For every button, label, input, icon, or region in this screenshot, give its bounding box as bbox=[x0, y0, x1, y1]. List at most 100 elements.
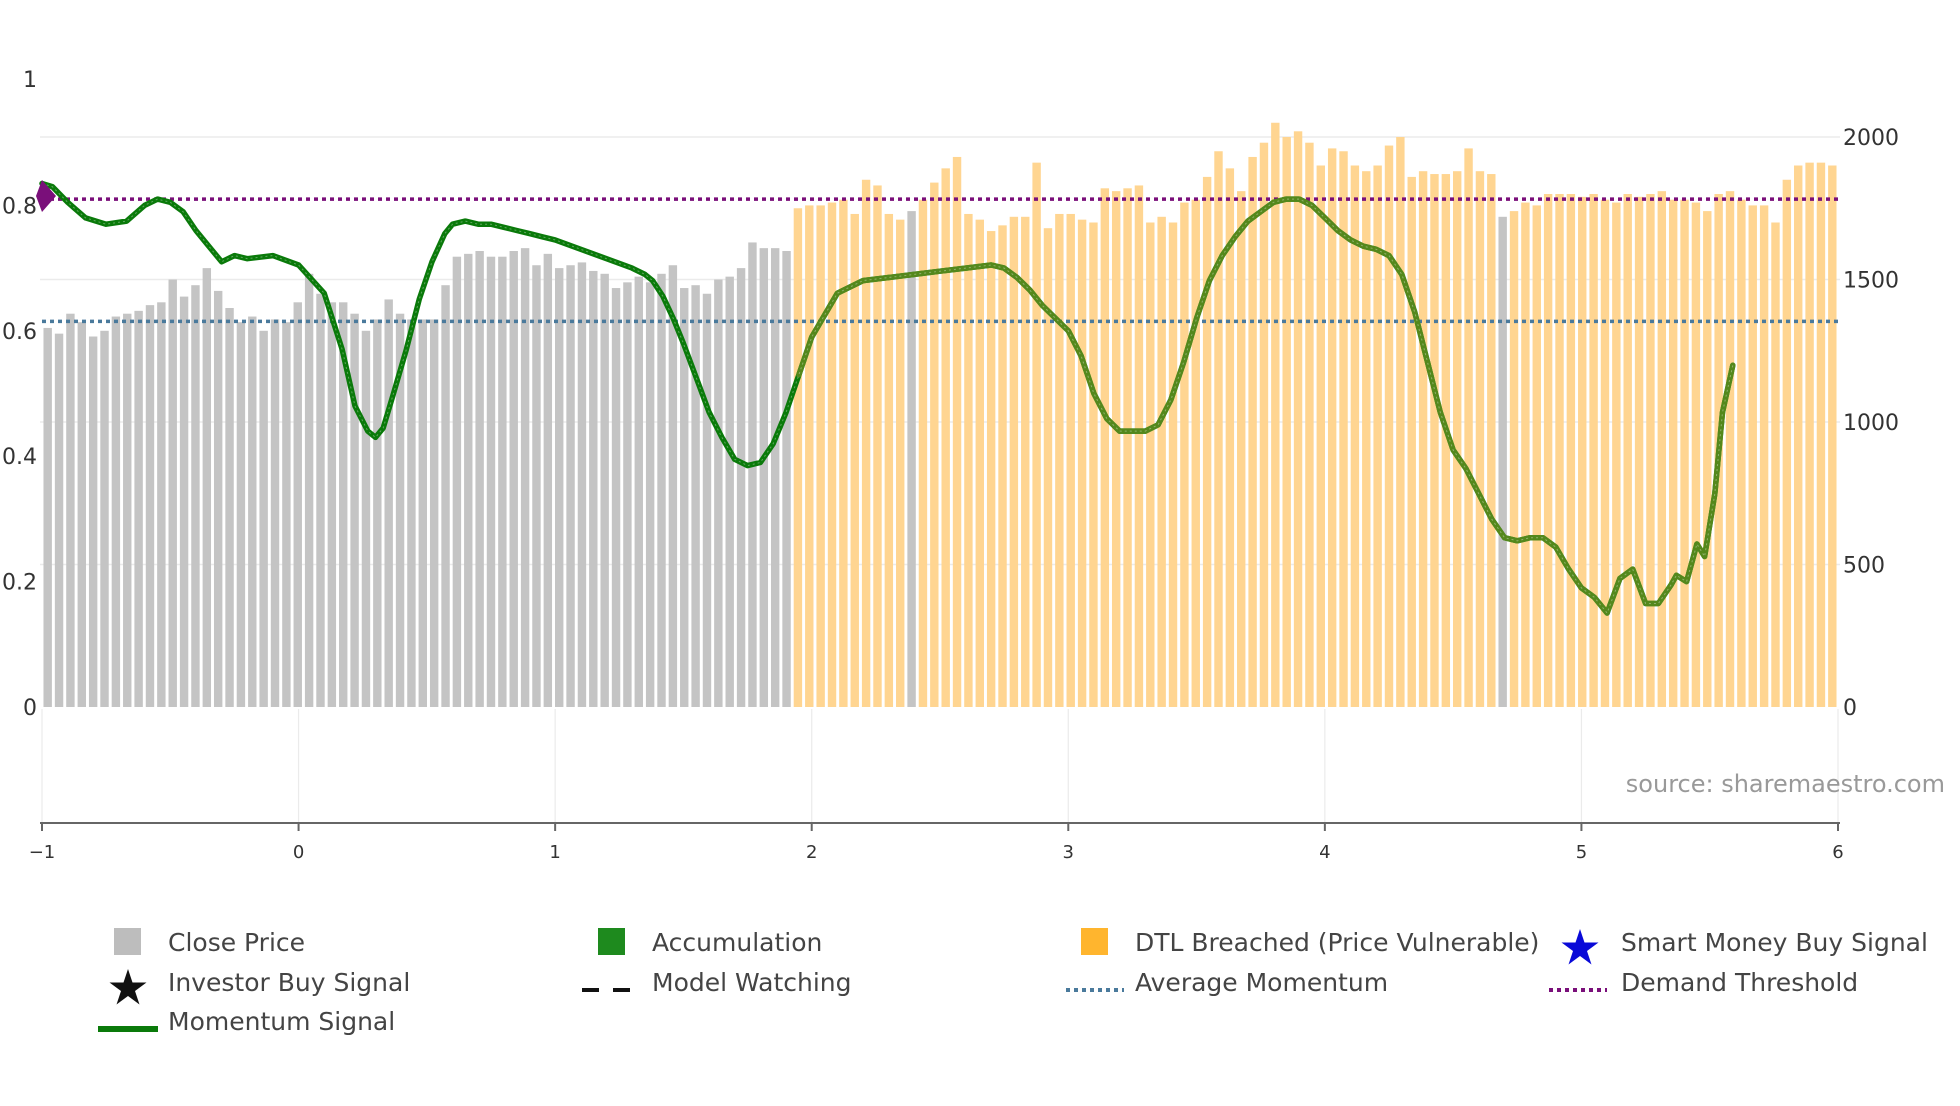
dtl-bar bbox=[1453, 171, 1462, 707]
dtl-bar bbox=[1202, 176, 1212, 707]
dtl-bar bbox=[1759, 205, 1769, 707]
close-bar bbox=[577, 262, 587, 707]
close-bar bbox=[657, 273, 666, 707]
dtl-bar bbox=[1214, 151, 1223, 707]
close-bar bbox=[282, 322, 291, 707]
dtl-bar bbox=[1464, 148, 1473, 707]
dtl-bar bbox=[1180, 202, 1189, 708]
close-bar bbox=[600, 273, 609, 707]
reference-lines bbox=[42, 197, 1838, 324]
x-tick-label-4: 3 bbox=[1063, 842, 1074, 863]
dtl-bar bbox=[930, 182, 939, 708]
left-tick-label-0: 0 bbox=[23, 696, 37, 721]
left-tick-label-3: 0.6 bbox=[2, 320, 37, 345]
close-bar bbox=[225, 308, 234, 707]
close-bar bbox=[179, 296, 189, 707]
dtl-bar bbox=[1703, 211, 1712, 707]
dtl-bar bbox=[1111, 191, 1121, 707]
close-bar bbox=[395, 313, 405, 707]
legend-dtl-breached-swatch bbox=[1081, 928, 1108, 955]
dtl-bar bbox=[850, 213, 859, 707]
legend-close-price-swatch bbox=[114, 928, 141, 955]
close-bar bbox=[498, 256, 507, 707]
x-tick-label-3: 2 bbox=[806, 842, 817, 863]
legend-smart-money-label: Smart Money Buy Signal bbox=[1621, 928, 1928, 957]
source-credit: source: sharemaestro.com bbox=[1626, 770, 1945, 798]
close-bar bbox=[236, 322, 246, 707]
close-bar bbox=[418, 319, 427, 707]
dtl-bar bbox=[1271, 122, 1280, 707]
dtl-bar bbox=[1805, 162, 1814, 707]
dtl-bar bbox=[873, 185, 882, 707]
close-bar bbox=[43, 327, 52, 707]
dtl-bar bbox=[1384, 145, 1394, 708]
x-tick-label-2: 1 bbox=[549, 842, 560, 863]
dtl-bar bbox=[1646, 194, 1655, 707]
x-tick-label-7: 6 bbox=[1832, 842, 1843, 863]
dtl-bar bbox=[1521, 202, 1530, 708]
close-bar bbox=[555, 268, 564, 707]
dtl-bar bbox=[1134, 185, 1144, 707]
dtl-bar bbox=[1794, 165, 1803, 707]
left-tick-label-2: 0.4 bbox=[2, 445, 37, 470]
dtl-bar bbox=[1225, 168, 1235, 708]
close-bar bbox=[520, 248, 530, 707]
dtl-bar bbox=[1430, 174, 1439, 708]
right-tick-label-1: 500 bbox=[1843, 554, 1885, 579]
close-bar bbox=[407, 319, 416, 707]
x-tick-label-0: −1 bbox=[29, 842, 56, 863]
dtl-bar bbox=[1146, 222, 1155, 707]
dtl-bar bbox=[1532, 205, 1541, 707]
dtl-bar bbox=[827, 202, 837, 708]
close-bar bbox=[589, 270, 598, 707]
close-bar bbox=[248, 316, 257, 707]
dtl-bar bbox=[1782, 179, 1792, 707]
legend-momentum-label: Momentum Signal bbox=[168, 1007, 395, 1036]
close-bar bbox=[532, 265, 541, 707]
close-bar bbox=[191, 285, 200, 707]
dtl-bar bbox=[1293, 131, 1303, 708]
dtl-bar bbox=[918, 199, 928, 707]
legend-dtl-breached-label: DTL Breached (Price Vulnerable) bbox=[1135, 928, 1539, 957]
close-bar bbox=[373, 319, 382, 707]
dtl-bar bbox=[1066, 213, 1075, 707]
close-bar bbox=[566, 265, 575, 707]
dtl-bar bbox=[1578, 196, 1587, 707]
close-bar bbox=[668, 265, 678, 707]
dtl-bar bbox=[1032, 162, 1041, 707]
axes: −1 0 1 2 3 4 5 6 0 0.2 0.4 0.6 0.8 1 0 500 1000 1500 2000 bbox=[2, 68, 1899, 863]
dtl-bar bbox=[941, 168, 950, 708]
momentum-signal-line bbox=[36, 179, 1736, 616]
close-bar bbox=[316, 293, 325, 707]
dtl-bar bbox=[975, 219, 984, 707]
legend: Close Price Accumulation DTL Breached (P… bbox=[98, 928, 1928, 1036]
close-bar bbox=[770, 248, 780, 707]
dtl-bar bbox=[1123, 188, 1132, 708]
dtl-bar bbox=[1305, 142, 1314, 707]
x-tick-label-1: 0 bbox=[293, 842, 304, 863]
close-bar bbox=[361, 330, 371, 707]
dtl-bar bbox=[1589, 194, 1598, 707]
dtl-bar bbox=[1771, 222, 1780, 707]
right-tick-label-0: 0 bbox=[1843, 696, 1857, 721]
dtl-bar bbox=[1725, 191, 1735, 707]
dtl-bar bbox=[1441, 174, 1451, 708]
dtl-bar bbox=[1021, 216, 1030, 708]
dtl-bar bbox=[952, 156, 962, 707]
close-bar bbox=[714, 279, 723, 707]
momentum-start-marker bbox=[36, 179, 56, 212]
dtl-bar bbox=[1475, 171, 1485, 707]
dtl-bar bbox=[1168, 222, 1178, 707]
dtl-bar bbox=[1623, 194, 1632, 707]
dtl-bar bbox=[964, 213, 973, 707]
close-bar bbox=[486, 256, 496, 707]
dtl-bar bbox=[1248, 156, 1257, 707]
close-bar bbox=[429, 319, 439, 707]
dtl-bar bbox=[1282, 137, 1291, 707]
close-bar bbox=[123, 313, 132, 707]
close-bar bbox=[691, 285, 700, 707]
dtl-bar bbox=[1691, 202, 1701, 708]
close-bar bbox=[54, 333, 64, 707]
dtl-bar bbox=[839, 199, 848, 707]
